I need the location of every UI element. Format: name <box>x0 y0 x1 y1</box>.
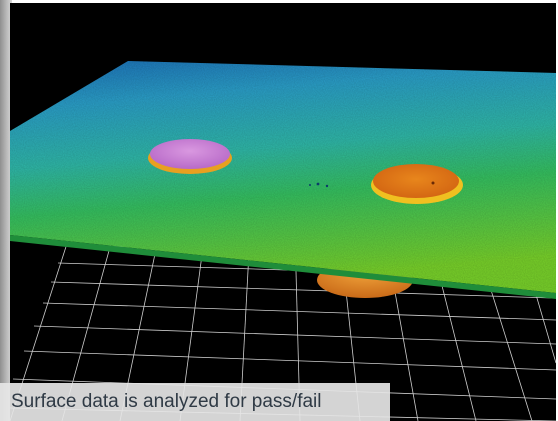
left-pad <box>148 139 232 174</box>
left-edge-strip <box>0 0 12 421</box>
surface-edge <box>10 235 556 299</box>
caption-banner: Surface data is analyzed for pass/fail <box>0 383 390 421</box>
surface-render <box>10 61 556 421</box>
right-pad <box>371 164 463 204</box>
3d-surface-viewport[interactable] <box>10 3 556 421</box>
surface-defects <box>309 182 329 188</box>
